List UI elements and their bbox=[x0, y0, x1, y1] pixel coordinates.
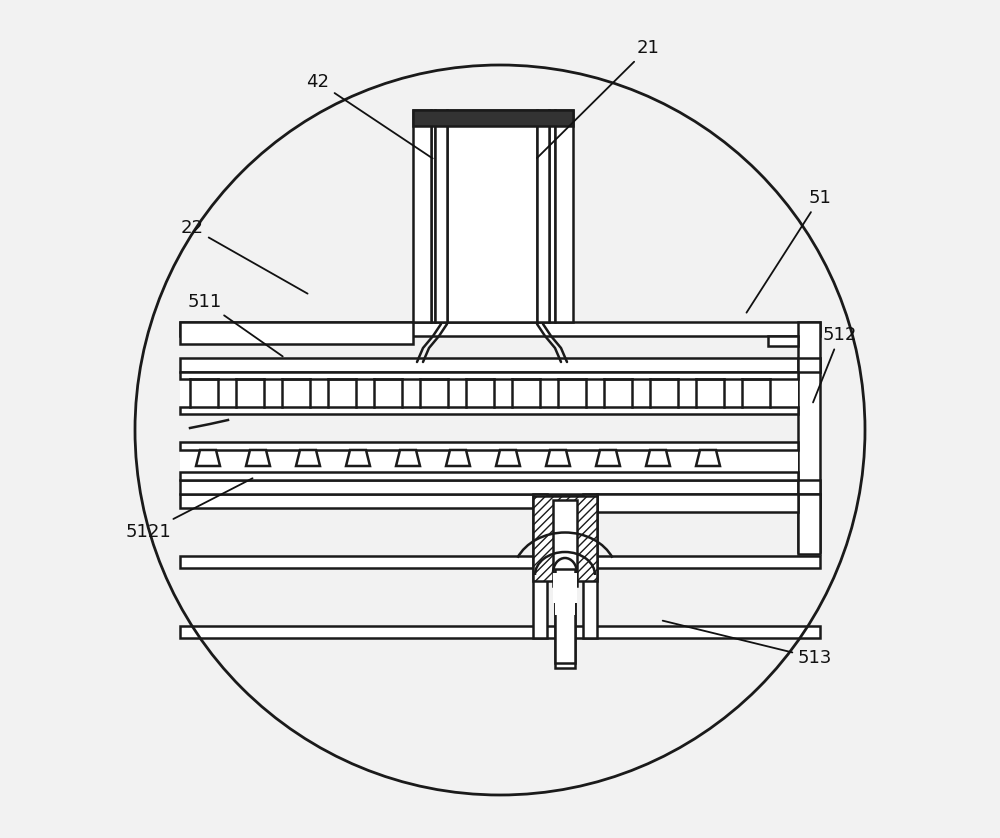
Bar bbox=[413, 110, 431, 322]
Bar bbox=[180, 322, 413, 344]
Bar bbox=[533, 496, 597, 581]
Bar bbox=[180, 358, 820, 372]
Bar bbox=[555, 585, 575, 615]
Text: 5121: 5121 bbox=[125, 478, 253, 541]
Bar bbox=[597, 494, 798, 512]
Polygon shape bbox=[346, 450, 370, 466]
Bar bbox=[798, 358, 820, 372]
Bar bbox=[180, 414, 798, 442]
Text: 511: 511 bbox=[188, 293, 283, 356]
Bar bbox=[180, 626, 820, 638]
Polygon shape bbox=[496, 450, 520, 466]
Bar bbox=[180, 556, 820, 568]
Text: 51: 51 bbox=[746, 189, 831, 313]
Bar bbox=[768, 336, 798, 346]
Polygon shape bbox=[646, 450, 670, 466]
Bar bbox=[555, 569, 575, 663]
Polygon shape bbox=[246, 450, 270, 466]
Polygon shape bbox=[296, 450, 320, 466]
Bar bbox=[798, 322, 820, 552]
Bar bbox=[180, 442, 798, 450]
Text: 512: 512 bbox=[813, 326, 857, 402]
Bar bbox=[180, 407, 798, 414]
Bar bbox=[180, 494, 820, 508]
Bar bbox=[431, 110, 435, 322]
Polygon shape bbox=[446, 450, 470, 466]
Bar bbox=[180, 372, 798, 379]
Text: 22: 22 bbox=[180, 219, 308, 293]
Bar bbox=[537, 110, 549, 322]
Bar bbox=[583, 494, 597, 638]
Bar bbox=[180, 322, 820, 336]
Bar bbox=[180, 472, 798, 480]
Bar bbox=[447, 110, 537, 322]
Bar bbox=[798, 494, 820, 554]
Text: 513: 513 bbox=[663, 621, 832, 667]
Text: 21: 21 bbox=[537, 39, 659, 158]
Bar bbox=[180, 379, 798, 407]
Bar bbox=[413, 110, 573, 126]
Bar bbox=[555, 569, 575, 668]
Bar bbox=[549, 110, 555, 322]
Bar bbox=[798, 480, 820, 494]
Bar bbox=[553, 500, 577, 586]
Bar bbox=[553, 573, 577, 603]
Bar bbox=[180, 480, 798, 494]
Bar bbox=[533, 494, 547, 638]
Text: 42: 42 bbox=[306, 73, 433, 158]
Polygon shape bbox=[396, 450, 420, 466]
Polygon shape bbox=[696, 450, 720, 466]
Bar bbox=[180, 450, 798, 472]
Polygon shape bbox=[546, 450, 570, 466]
Polygon shape bbox=[196, 450, 220, 466]
Polygon shape bbox=[596, 450, 620, 466]
Bar bbox=[435, 110, 447, 322]
Bar bbox=[555, 110, 573, 322]
